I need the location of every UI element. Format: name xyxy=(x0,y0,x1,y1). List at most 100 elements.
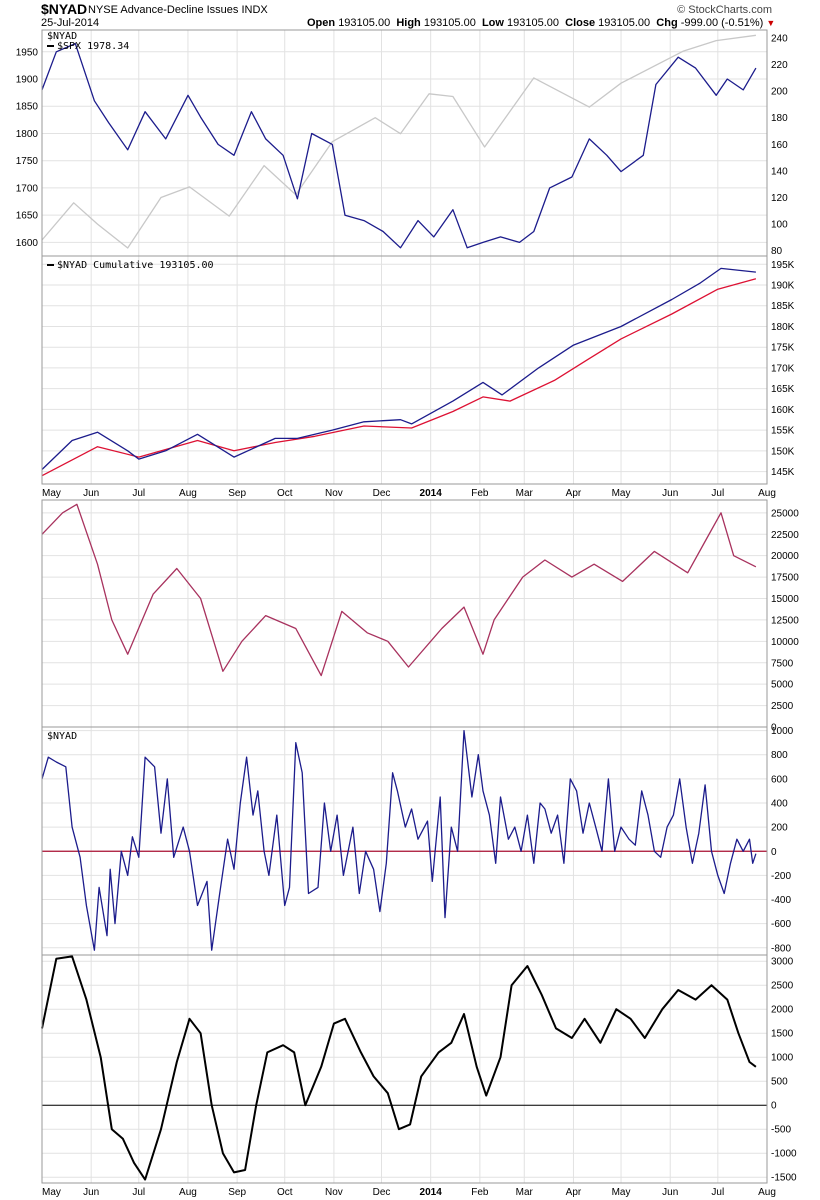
right-axis-tick-label: -1000 xyxy=(771,1149,797,1160)
right-axis-tick-label: -500 xyxy=(771,1125,791,1136)
right-axis-tick-label: 140 xyxy=(771,166,788,177)
x-axis-month-label: Feb xyxy=(471,1187,489,1198)
open-value: 193105.00 xyxy=(338,17,391,29)
right-axis-tick-label: 12500 xyxy=(771,615,799,626)
right-axis-tick-label: 175K xyxy=(771,343,795,354)
x-axis-month-label: Mar xyxy=(516,488,534,499)
right-axis-tick-label: 180 xyxy=(771,113,788,124)
x-axis-month-label: Sep xyxy=(228,488,246,499)
right-axis-tick-label: 120 xyxy=(771,193,788,204)
x-axis-month-label: May xyxy=(42,488,61,499)
x-axis-month-label: 2014 xyxy=(420,1187,443,1198)
right-axis-tick-label: 185K xyxy=(771,301,795,312)
left-axis-tick-label: 1800 xyxy=(16,129,39,140)
right-axis-tick-label: 25000 xyxy=(771,508,799,519)
panel-1-background xyxy=(42,30,767,256)
x-axis-month-label: Nov xyxy=(325,488,343,499)
cumulative-series-line xyxy=(41,267,756,470)
right-axis-tick-label: 500 xyxy=(771,1077,788,1088)
right-axis-tick-label: 5000 xyxy=(771,680,794,691)
right-axis-tick-label: 600 xyxy=(771,774,788,785)
right-axis-tick-label: 0 xyxy=(771,723,777,734)
x-axis-month-label: Sep xyxy=(228,1187,246,1198)
x-axis-month-label: May xyxy=(612,488,631,499)
panel-3-background xyxy=(42,500,767,727)
panel-5-frame xyxy=(41,954,768,1184)
right-axis-tick-label: 1000 xyxy=(771,726,794,737)
symbol-label: $NYAD xyxy=(41,1,88,17)
x-axis-month-label: Jul xyxy=(711,1187,724,1198)
right-axis-tick-label: 80 xyxy=(771,246,783,257)
x-axis-month-label: Aug xyxy=(179,488,197,499)
right-axis-tick-label: 200 xyxy=(771,823,788,834)
breadth-series-line xyxy=(41,503,757,677)
right-axis-tick-label: 190K xyxy=(771,281,795,292)
legend-oscillator: $NYAD xyxy=(47,731,77,742)
right-axis-tick-label: 400 xyxy=(771,799,788,810)
x-axis-month-label: Aug xyxy=(758,1187,776,1198)
x-axis-month-label: Feb xyxy=(471,488,489,499)
x-axis-month-label: Jun xyxy=(83,1187,99,1198)
change-label: Chg xyxy=(656,17,678,29)
right-axis-tick-label: 195K xyxy=(771,260,795,271)
x-axis-month-label: Apr xyxy=(566,488,582,499)
right-axis-tick-label: 170K xyxy=(771,363,795,374)
left-axis-tick-label: 1650 xyxy=(16,211,39,222)
right-axis-tick-label: 1500 xyxy=(771,1029,794,1040)
x-axis-month-label: Jul xyxy=(132,1187,145,1198)
x-axis-month-label: 2014 xyxy=(420,488,443,499)
spx-series-line xyxy=(41,34,756,249)
close-value: 193105.00 xyxy=(598,17,651,29)
down-arrow-icon: ▼ xyxy=(766,18,776,28)
right-axis-tick-label: 150K xyxy=(771,446,795,457)
right-axis-tick-label: 1000 xyxy=(771,1053,794,1064)
right-axis-tick-label: 15000 xyxy=(771,594,799,605)
low-value: 193105.00 xyxy=(507,17,560,29)
right-axis-tick-label: 0 xyxy=(771,1101,777,1112)
moving-average-line xyxy=(41,278,757,477)
x-axis-month-label: Jul xyxy=(711,488,724,499)
panel-5-background xyxy=(42,955,767,1183)
x-axis-month-label: Nov xyxy=(325,1187,343,1198)
panel-2-frame xyxy=(41,255,768,485)
chart-date: 25-Jul-2014 xyxy=(41,17,100,29)
x-axis-month-label: Mar xyxy=(516,1187,534,1198)
x-axis-month-label: Dec xyxy=(373,1187,391,1198)
nyad-series-line xyxy=(41,42,757,249)
x-axis-month-label: Aug xyxy=(758,488,776,499)
x-axis-month-label: Jun xyxy=(662,1187,678,1198)
quote-summary: Open 193105.00 High 193105.00 Low 193105… xyxy=(307,17,775,29)
left-axis-tick-label: 1850 xyxy=(16,102,39,113)
right-axis-tick-label: 240 xyxy=(771,33,788,44)
left-axis-tick-label: 1700 xyxy=(16,183,39,194)
left-axis-tick-label: 1900 xyxy=(16,75,39,86)
legend-nyad: $NYAD xyxy=(47,31,77,42)
symbol-name: NYSE Advance-Decline Issues INDX xyxy=(88,4,268,16)
panel-4-background xyxy=(42,727,767,955)
open-label: Open xyxy=(307,17,336,29)
right-axis-tick-label: 160K xyxy=(771,405,795,416)
right-axis-tick-label: 2500 xyxy=(771,701,794,712)
right-axis-tick-label: 180K xyxy=(771,322,795,333)
high-value: 193105.00 xyxy=(423,17,476,29)
right-axis-tick-label: -400 xyxy=(771,895,791,906)
right-axis-tick-label: 3000 xyxy=(771,957,794,968)
right-axis-tick-label: 20000 xyxy=(771,551,799,562)
x-axis-month-label: Jun xyxy=(662,488,678,499)
right-axis-tick-label: 200 xyxy=(771,87,788,98)
right-axis-tick-label: 160 xyxy=(771,140,788,151)
right-axis-tick-label: 17500 xyxy=(771,573,799,584)
x-axis-month-label: Oct xyxy=(277,1187,293,1198)
chart-header: $NYAD NYSE Advance-Decline Issues INDX 2… xyxy=(0,0,820,32)
panel-2-background xyxy=(42,256,767,484)
right-axis-tick-label: 22500 xyxy=(771,530,799,541)
high-label: High xyxy=(396,17,421,29)
right-axis-tick-label: 2000 xyxy=(771,1005,794,1016)
right-axis-tick-label: 220 xyxy=(771,60,788,71)
x-axis-month-label: May xyxy=(612,1187,631,1198)
x-axis-month-label: Oct xyxy=(277,488,293,499)
close-label: Close xyxy=(565,17,596,29)
x-axis-month-label: May xyxy=(42,1187,61,1198)
right-axis-tick-label: 7500 xyxy=(771,658,794,669)
